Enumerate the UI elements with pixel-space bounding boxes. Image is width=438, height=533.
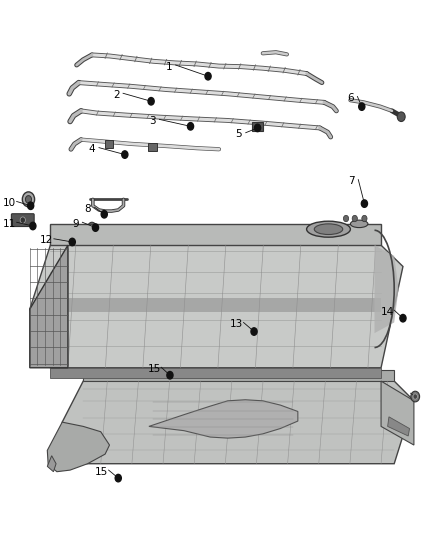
Polygon shape (50, 298, 381, 312)
Circle shape (22, 192, 35, 207)
Circle shape (101, 211, 107, 218)
Circle shape (58, 236, 67, 247)
Text: 9: 9 (72, 219, 79, 229)
Circle shape (28, 202, 34, 209)
Text: 5: 5 (235, 130, 242, 139)
Polygon shape (50, 368, 381, 378)
Circle shape (359, 103, 365, 110)
Ellipse shape (314, 224, 343, 235)
FancyBboxPatch shape (148, 143, 157, 151)
Circle shape (88, 222, 96, 233)
Polygon shape (83, 370, 394, 381)
Text: 3: 3 (149, 116, 156, 126)
Circle shape (92, 224, 99, 231)
Circle shape (411, 391, 420, 402)
Text: 10: 10 (3, 198, 16, 208)
Circle shape (20, 217, 25, 223)
Text: 15: 15 (95, 467, 108, 477)
Polygon shape (388, 417, 410, 436)
Text: 2: 2 (113, 90, 120, 100)
Circle shape (148, 98, 154, 105)
Polygon shape (149, 400, 298, 438)
Text: 1: 1 (165, 62, 172, 71)
Polygon shape (374, 245, 399, 333)
Text: 11: 11 (3, 219, 16, 229)
Circle shape (343, 215, 349, 222)
Ellipse shape (307, 221, 350, 237)
FancyBboxPatch shape (105, 140, 113, 148)
Circle shape (251, 328, 257, 335)
Circle shape (167, 372, 173, 379)
Circle shape (122, 151, 128, 158)
Text: 4: 4 (88, 144, 95, 154)
Polygon shape (50, 224, 381, 245)
Circle shape (254, 124, 261, 132)
Circle shape (397, 112, 405, 122)
Circle shape (352, 215, 357, 222)
Circle shape (362, 215, 367, 222)
Circle shape (30, 222, 36, 230)
Circle shape (413, 394, 417, 399)
FancyBboxPatch shape (252, 122, 263, 131)
Circle shape (205, 72, 211, 80)
Circle shape (25, 196, 32, 203)
FancyBboxPatch shape (11, 214, 34, 227)
Ellipse shape (350, 220, 368, 228)
Text: 15: 15 (148, 364, 161, 374)
Circle shape (90, 225, 94, 230)
Text: 14: 14 (381, 307, 394, 317)
Polygon shape (47, 456, 56, 472)
Circle shape (187, 123, 194, 130)
Text: 8: 8 (84, 204, 91, 214)
Circle shape (69, 238, 75, 246)
Circle shape (115, 474, 121, 482)
Polygon shape (381, 381, 414, 445)
Text: 12: 12 (40, 236, 53, 245)
Circle shape (361, 200, 367, 207)
Circle shape (400, 314, 406, 322)
Polygon shape (30, 245, 68, 368)
Polygon shape (47, 422, 110, 472)
Polygon shape (30, 245, 403, 368)
Text: 13: 13 (230, 319, 243, 329)
Text: 6: 6 (347, 93, 354, 103)
Text: 7: 7 (348, 176, 355, 186)
Polygon shape (62, 381, 414, 464)
